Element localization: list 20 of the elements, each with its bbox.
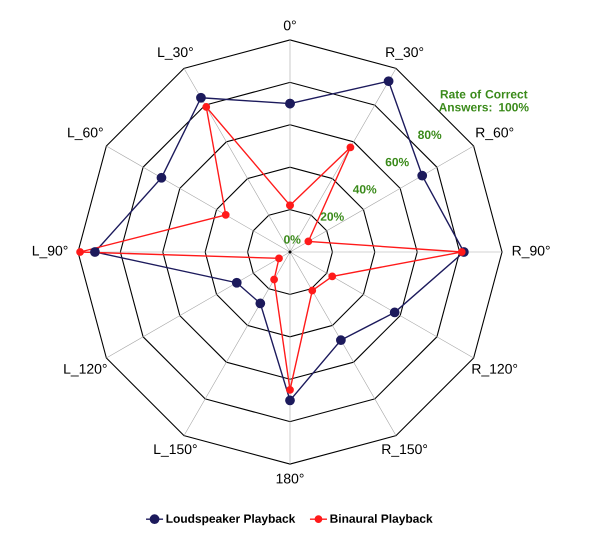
y-tick-label: Rate of Correct Answers: 100% — [438, 90, 529, 112]
legend-label: Binaural Playback — [330, 514, 433, 526]
spoke-label: R_150° — [382, 444, 428, 457]
legend-label: Loudspeaker Playback — [166, 514, 296, 526]
spoke-label: R_30° — [386, 47, 424, 60]
spoke-label: R_120° — [472, 364, 518, 376]
spoke-label: L_120° — [64, 364, 107, 376]
y-tick-label: 80% — [418, 130, 442, 140]
spoke-label: L_90° — [32, 246, 68, 258]
spoke-label: L_60° — [68, 128, 103, 140]
y-tick-label: 20% — [320, 212, 344, 221]
spoke-label: R_60° — [476, 128, 514, 140]
spoke-label: 180° — [276, 474, 304, 484]
spoke-label: R_90° — [512, 246, 550, 258]
spoke-label: L_150° — [154, 444, 197, 457]
y-tick-label: 60% — [386, 158, 409, 166]
y-tick-label: 40% — [352, 185, 376, 194]
spoke-label: 0° — [284, 20, 296, 30]
y-tick-label: 0% — [284, 235, 301, 244]
spoke-label: L_30° — [158, 47, 193, 60]
